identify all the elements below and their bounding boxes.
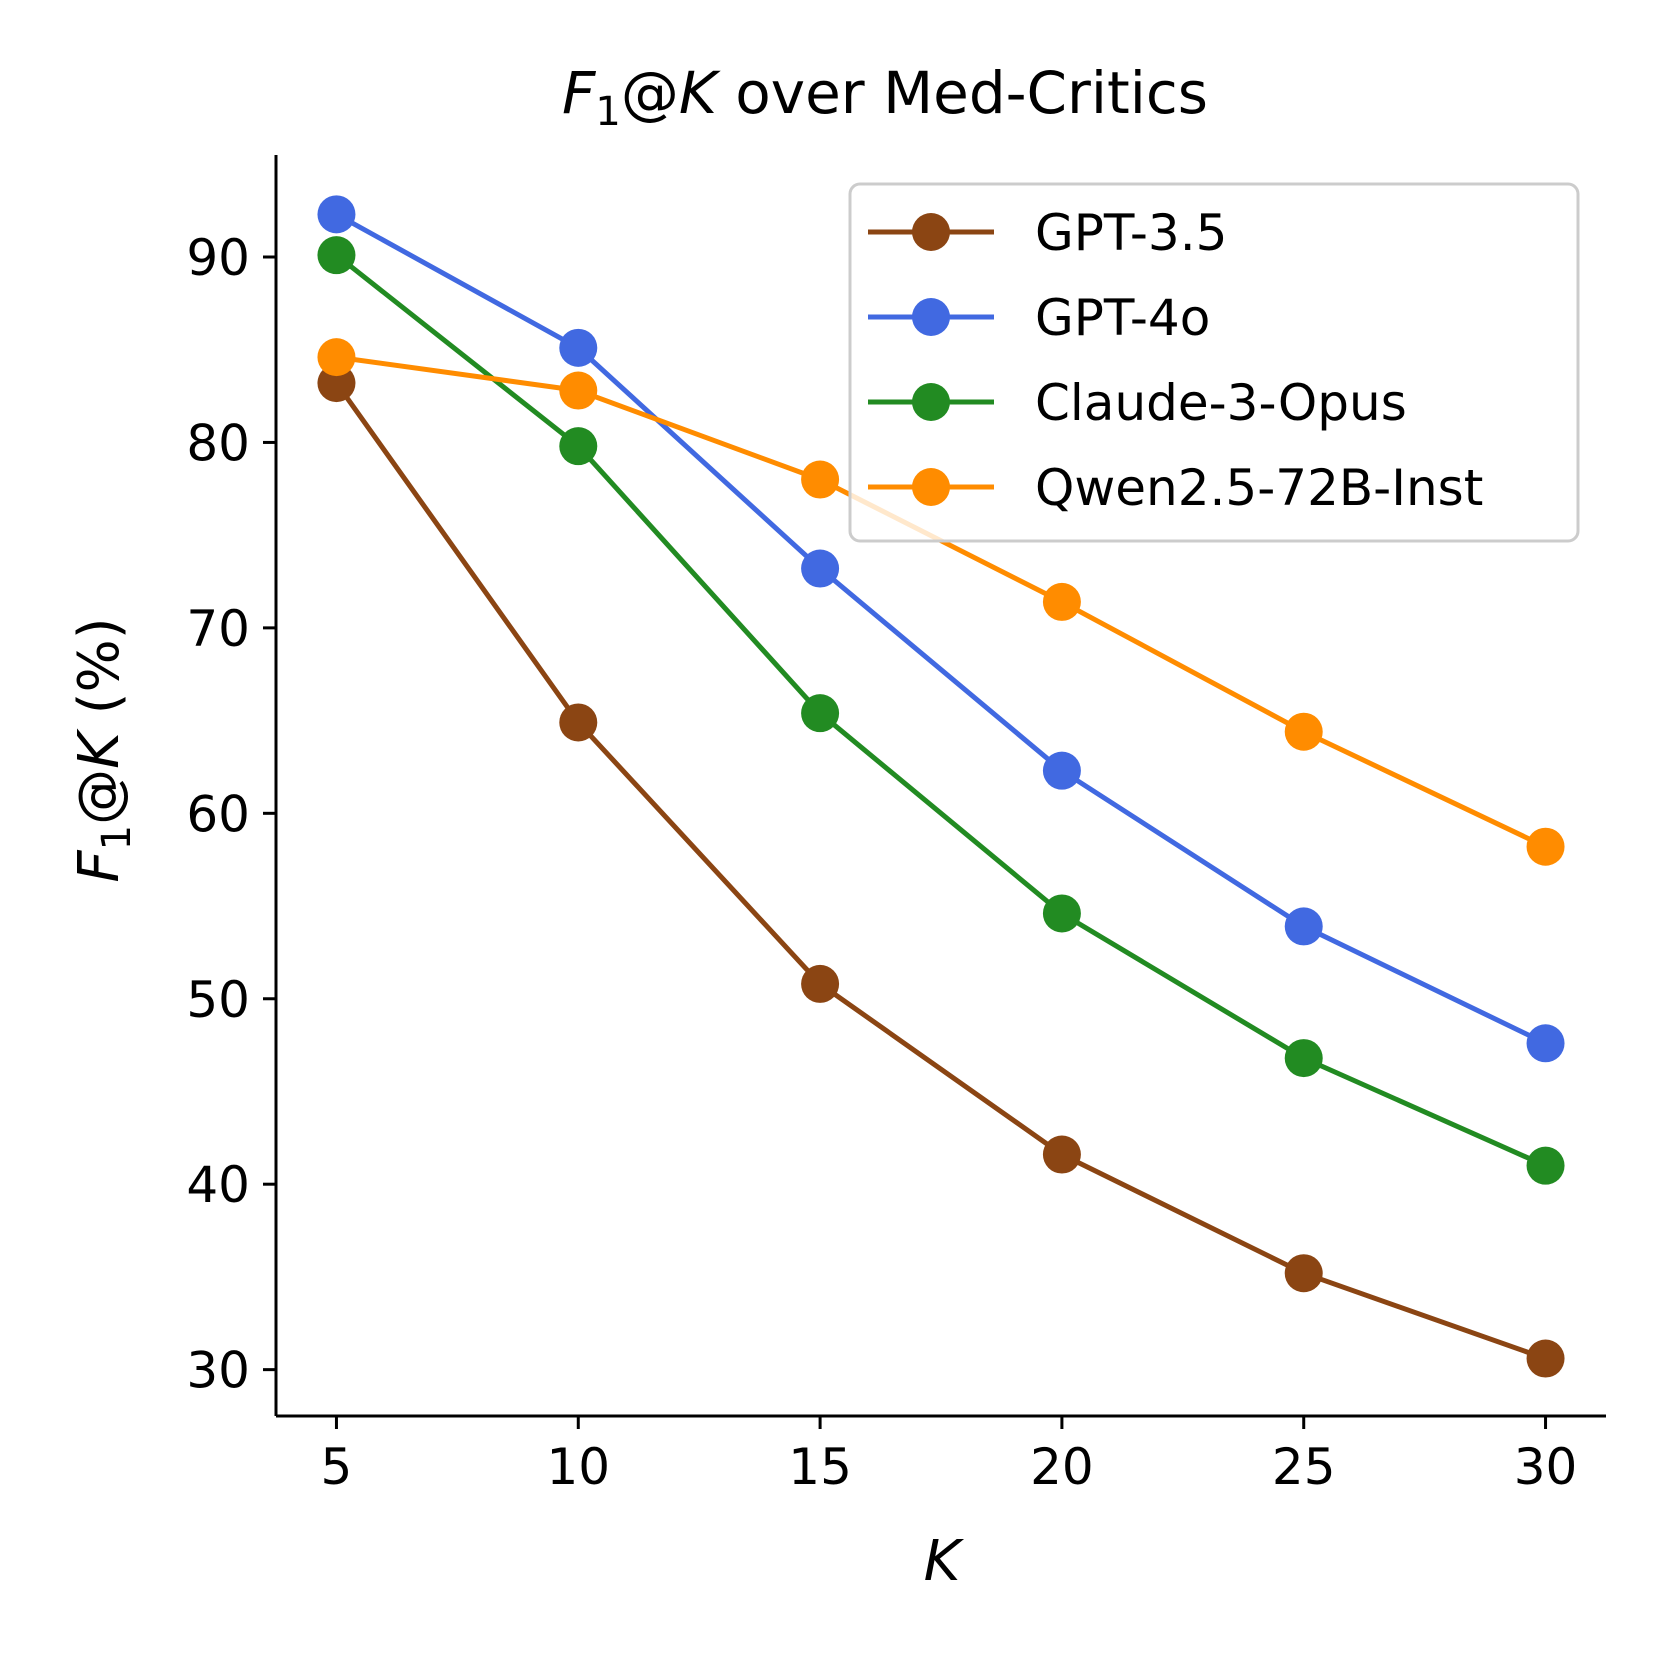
legend-swatch-marker [912, 383, 950, 421]
legend-item-gpt-3-5: GPT-3.5 [868, 204, 1227, 262]
chart-title: F1@K over Med-Critics [562, 59, 1208, 135]
legend-label: Qwen2.5-72B-Inst [1035, 459, 1483, 517]
series-gpt-4o [317, 195, 1565, 1063]
y-tick-label: 80 [186, 414, 250, 472]
ylabel-k: K [67, 728, 132, 769]
data-point-gpt-3-5 [1526, 1339, 1565, 1378]
legend-item-claude-3-opus: Claude-3-Opus [868, 374, 1407, 432]
y-tick-label: 50 [186, 971, 250, 1029]
axes [274, 155, 1606, 1418]
legend-label: GPT-4o [1035, 289, 1210, 347]
data-point-qwen2-5-72b-inst [1042, 582, 1081, 621]
data-point-gpt-4o [1284, 907, 1323, 946]
series-line-gpt-4o [335, 212, 1547, 1046]
data-point-claude-3-opus [1526, 1146, 1565, 1185]
title-k: K [679, 59, 721, 127]
series-gpt-3-5 [317, 364, 1565, 1378]
data-point-gpt-4o [801, 549, 840, 588]
data-point-gpt-3-5 [559, 703, 598, 742]
data-point-claude-3-opus [317, 236, 356, 275]
legend-swatch-marker [912, 298, 950, 336]
y-tick-label: 70 [186, 600, 250, 658]
y-tick-label: 90 [186, 229, 250, 287]
legend-box [848, 182, 1580, 543]
x-axis-ticks: 5 10 15 20 25 30 [321, 1416, 1578, 1496]
x-tick-label: 10 [546, 1438, 610, 1496]
legend-swatch-marker [912, 213, 950, 251]
data-point-qwen2-5-72b-inst [317, 338, 356, 377]
data-series [317, 195, 1565, 1378]
title-suffix: over Med-Critics [717, 59, 1208, 127]
title-subscript: 1 [595, 89, 620, 135]
data-point-gpt-3-5 [801, 964, 840, 1003]
y-axis-ticks: 30 40 50 60 70 80 90 [186, 229, 276, 1400]
data-point-gpt-4o [559, 328, 598, 367]
data-point-gpt-3-5 [1042, 1135, 1081, 1174]
data-point-qwen2-5-72b-inst [1284, 712, 1323, 751]
data-point-qwen2-5-72b-inst [559, 371, 598, 410]
x-axis-title: K [924, 1529, 965, 1594]
x-tick-label: 20 [1030, 1438, 1094, 1496]
title-at: @ [621, 59, 679, 127]
legend-item-gpt-4o: GPT-4o [868, 289, 1210, 347]
legend: GPT-3.5 GPT-4o Claude-3-Opus Qwen2.5-72B-In… [848, 182, 1580, 543]
y-axis-title: F1@K (%) [67, 617, 140, 882]
data-point-claude-3-opus [559, 427, 598, 466]
data-point-gpt-4o [1042, 751, 1081, 790]
series-claude-3-opus [317, 236, 1565, 1185]
data-point-gpt-3-5 [1284, 1254, 1323, 1293]
ylabel-at: @ [67, 769, 132, 825]
y-tick-label: 60 [186, 785, 250, 843]
ylabel-f: F [67, 850, 132, 883]
data-point-claude-3-opus [801, 694, 840, 733]
x-tick-label: 15 [788, 1438, 852, 1496]
series-line-gpt-3-5 [334, 381, 1547, 1361]
legend-label: GPT-3.5 [1035, 204, 1227, 262]
data-point-claude-3-opus [1042, 894, 1081, 933]
data-point-gpt-4o [1526, 1024, 1565, 1063]
ylabel-subscript: 1 [94, 825, 140, 850]
series-line-claude-3-opus [334, 253, 1547, 1168]
legend-item-qwen2-5-72b-inst: Qwen2.5-72B-Inst [868, 459, 1483, 517]
title-f: F [562, 59, 597, 127]
y-tick-label: 30 [186, 1342, 250, 1400]
data-point-claude-3-opus [1284, 1039, 1323, 1078]
data-point-qwen2-5-72b-inst [1526, 827, 1565, 866]
data-point-qwen2-5-72b-inst [801, 460, 840, 499]
data-point-gpt-4o [317, 195, 356, 234]
ylabel-suffix: (%) [67, 617, 132, 732]
x-tick-label: 30 [1514, 1438, 1578, 1496]
x-tick-label: 5 [321, 1438, 353, 1496]
legend-swatch-marker [912, 468, 950, 506]
y-tick-label: 40 [186, 1156, 250, 1214]
x-tick-label: 25 [1272, 1438, 1336, 1496]
data-point-gpt-3-5 [317, 364, 356, 403]
legend-label: Claude-3-Opus [1035, 374, 1407, 432]
